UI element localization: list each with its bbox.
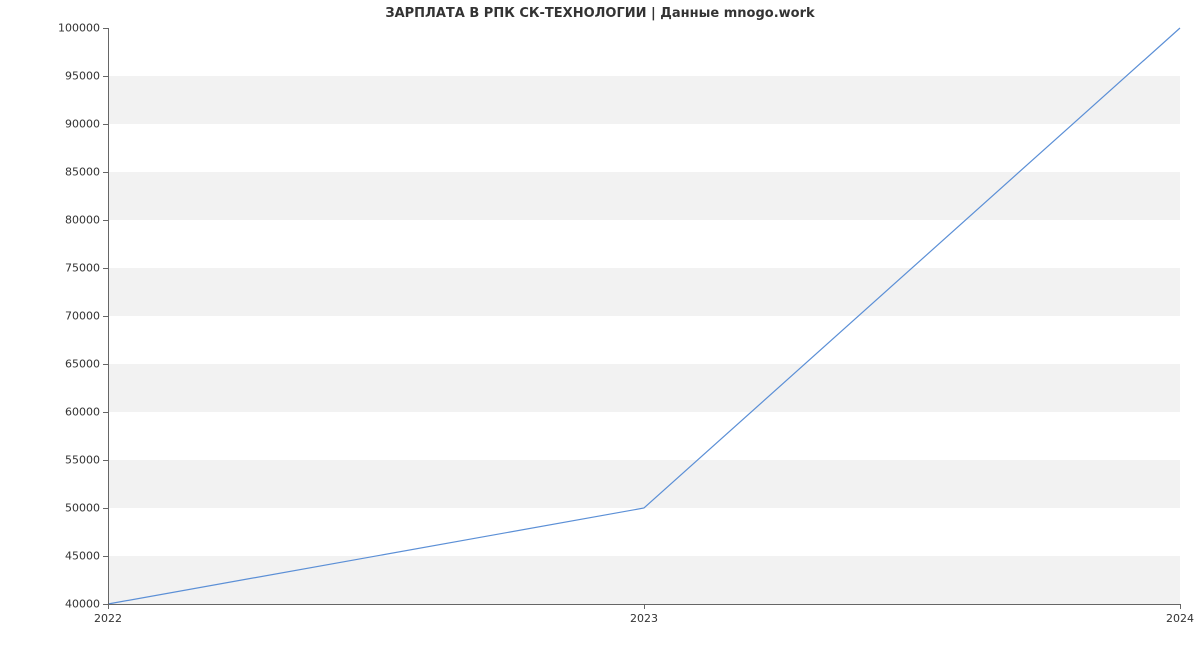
x-tick-label: 2022 bbox=[94, 612, 122, 625]
y-tick-mark bbox=[103, 268, 108, 269]
line-layer bbox=[108, 28, 1180, 604]
x-tick-label: 2023 bbox=[630, 612, 658, 625]
y-tick-label: 55000 bbox=[65, 454, 100, 467]
y-tick-label: 40000 bbox=[65, 598, 100, 611]
x-tick-mark bbox=[644, 604, 645, 609]
y-axis-line bbox=[108, 28, 109, 604]
chart-title: ЗАРПЛАТА В РПК СК-ТЕХНОЛОГИИ | Данные mn… bbox=[0, 6, 1200, 21]
plot-area: 4000045000500005500060000650007000075000… bbox=[108, 28, 1180, 604]
x-tick-mark bbox=[108, 604, 109, 609]
y-tick-label: 70000 bbox=[65, 310, 100, 323]
y-tick-mark bbox=[103, 460, 108, 461]
x-tick-mark bbox=[1180, 604, 1181, 609]
y-tick-label: 85000 bbox=[65, 166, 100, 179]
y-tick-mark bbox=[103, 172, 108, 173]
y-tick-label: 100000 bbox=[58, 22, 100, 35]
y-tick-label: 65000 bbox=[65, 358, 100, 371]
y-tick-label: 45000 bbox=[65, 550, 100, 563]
y-tick-mark bbox=[103, 220, 108, 221]
y-tick-mark bbox=[103, 508, 108, 509]
y-tick-label: 50000 bbox=[65, 502, 100, 515]
y-tick-label: 90000 bbox=[65, 118, 100, 131]
y-tick-label: 75000 bbox=[65, 262, 100, 275]
y-tick-mark bbox=[103, 28, 108, 29]
y-tick-mark bbox=[103, 412, 108, 413]
y-tick-label: 60000 bbox=[65, 406, 100, 419]
y-tick-label: 95000 bbox=[65, 70, 100, 83]
series-line-salary bbox=[108, 28, 1180, 604]
y-tick-mark bbox=[103, 76, 108, 77]
y-tick-mark bbox=[103, 364, 108, 365]
y-tick-label: 80000 bbox=[65, 214, 100, 227]
y-tick-mark bbox=[103, 556, 108, 557]
x-tick-label: 2024 bbox=[1166, 612, 1194, 625]
salary-line-chart: ЗАРПЛАТА В РПК СК-ТЕХНОЛОГИИ | Данные mn… bbox=[0, 0, 1200, 650]
y-tick-mark bbox=[103, 316, 108, 317]
y-tick-mark bbox=[103, 124, 108, 125]
